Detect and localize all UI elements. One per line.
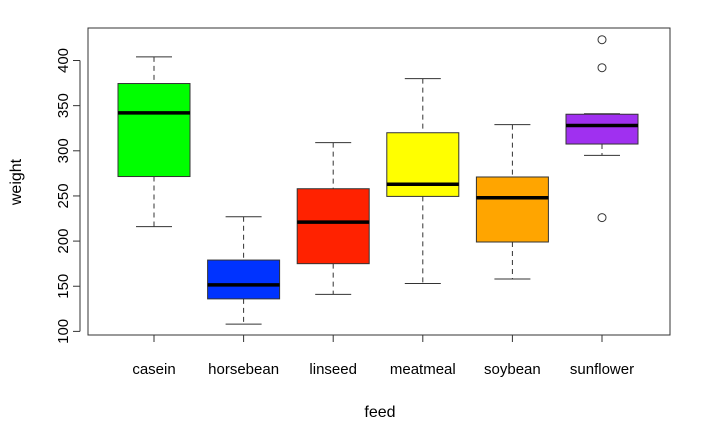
box-soybean	[475, 176, 549, 243]
y-tick-label: 300	[55, 138, 72, 163]
x-tick-label: linseed	[309, 361, 357, 378]
outlier-point	[597, 63, 607, 73]
x-tick-label: soybean	[484, 361, 541, 378]
y-tick-label: 100	[55, 319, 72, 344]
y-tick-label: 250	[55, 183, 72, 208]
x-tick-label: casein	[132, 361, 175, 378]
box-meatmeal	[386, 132, 460, 197]
y-axis-label: weight	[8, 158, 25, 206]
y-tick-label: 200	[55, 229, 72, 254]
outlier-point	[597, 213, 607, 223]
outlier-point	[597, 35, 607, 45]
y-tick-label: 150	[55, 274, 72, 299]
x-tick-label: meatmeal	[390, 361, 456, 378]
x-tick-label: sunflower	[570, 361, 634, 378]
box-horsebean	[207, 259, 281, 300]
box-linseed	[296, 188, 370, 265]
plot-frame	[87, 27, 671, 336]
y-tick-label: 350	[55, 93, 72, 118]
x-axis-label: feed	[364, 404, 395, 421]
x-tick-label: horsebean	[208, 361, 279, 378]
box-casein	[117, 83, 191, 178]
box-sunflower	[565, 113, 639, 145]
y-tick-label: 400	[55, 48, 72, 73]
